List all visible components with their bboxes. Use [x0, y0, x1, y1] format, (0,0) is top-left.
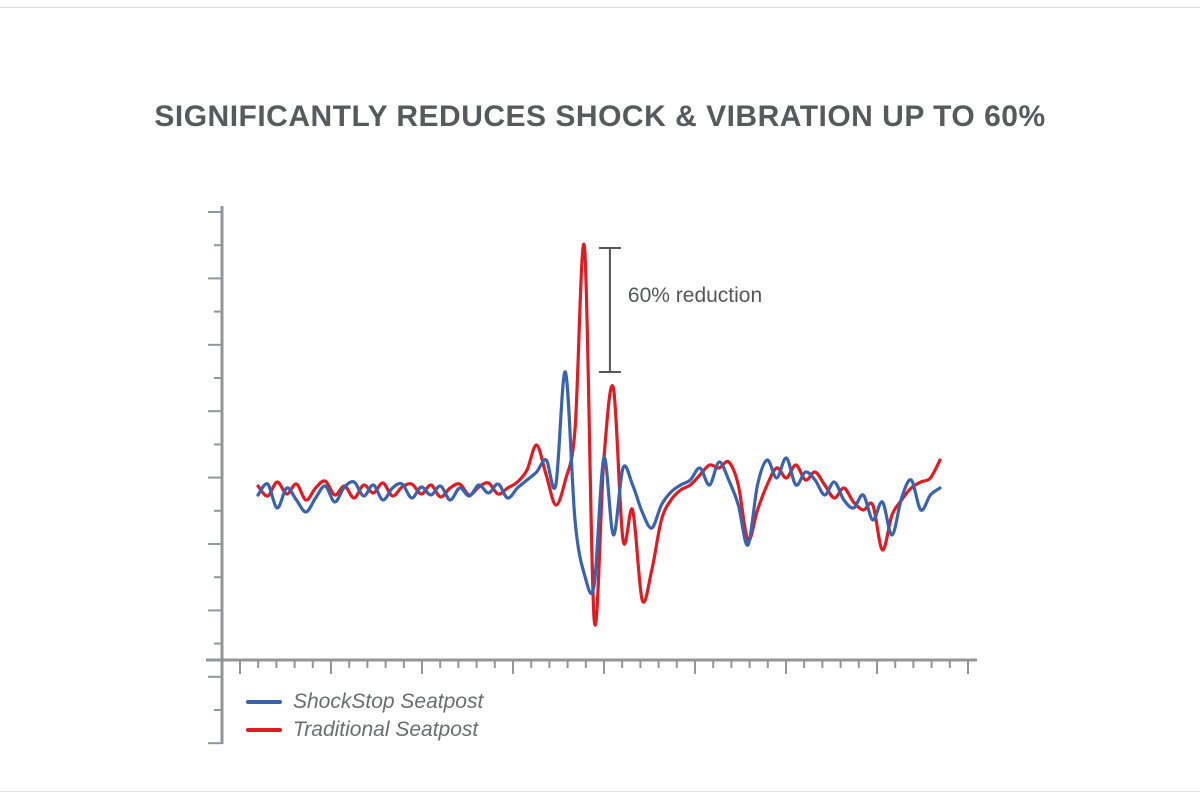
chart-title: SIGNIFICANTLY REDUCES SHOCK & VIBRATION … [154, 100, 1046, 133]
traditional-line [256, 242, 942, 627]
page-bottom-edge [0, 791, 1200, 792]
traditional-line-swatch [246, 728, 282, 732]
annotation-bracket [598, 247, 621, 373]
shockstop-line-swatch [246, 700, 282, 704]
shockstop-line [256, 370, 942, 595]
legend-label-shockstop: ShockStop Seatpost [293, 690, 484, 713]
legend-label-traditional: Traditional Seatpost [293, 718, 479, 741]
legend-item-shockstop: ShockStop Seatpost [246, 690, 483, 714]
legend-item-traditional: Traditional Seatpost [246, 718, 483, 742]
legend: ShockStop Seatpost Traditional Seatpost [246, 690, 483, 742]
page-top-edge [0, 7, 1200, 8]
annotation-label: 60% reduction [628, 284, 762, 307]
